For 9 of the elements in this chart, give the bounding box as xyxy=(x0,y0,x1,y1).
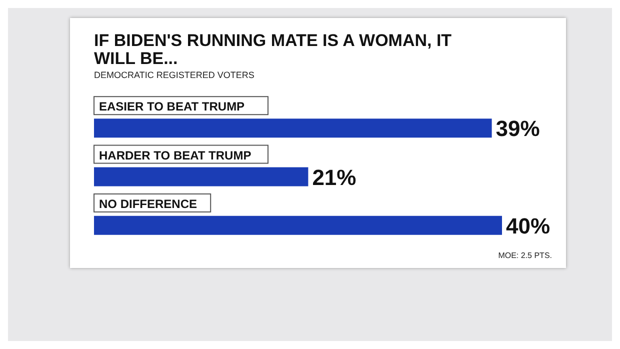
data-label: 40% xyxy=(506,213,550,238)
chart-subtitle: DEMOCRATIC REGISTERED VOTERS xyxy=(94,70,254,80)
data-label: 39% xyxy=(496,116,540,142)
y-tick-label: NO DIFFERENCE xyxy=(99,196,198,211)
chart-title: IF BIDEN'S RUNNING MATE IS A WOMAN, IT WILL BE... xyxy=(94,31,453,68)
y-tick-label: EASIER TO BEAT TRUMP xyxy=(99,100,245,114)
text: MOE: 2.5 PTS. xyxy=(498,251,552,260)
data-label: 21% xyxy=(312,164,356,190)
y-tick-label: HARDER TO BEAT TRUMP xyxy=(99,148,252,162)
